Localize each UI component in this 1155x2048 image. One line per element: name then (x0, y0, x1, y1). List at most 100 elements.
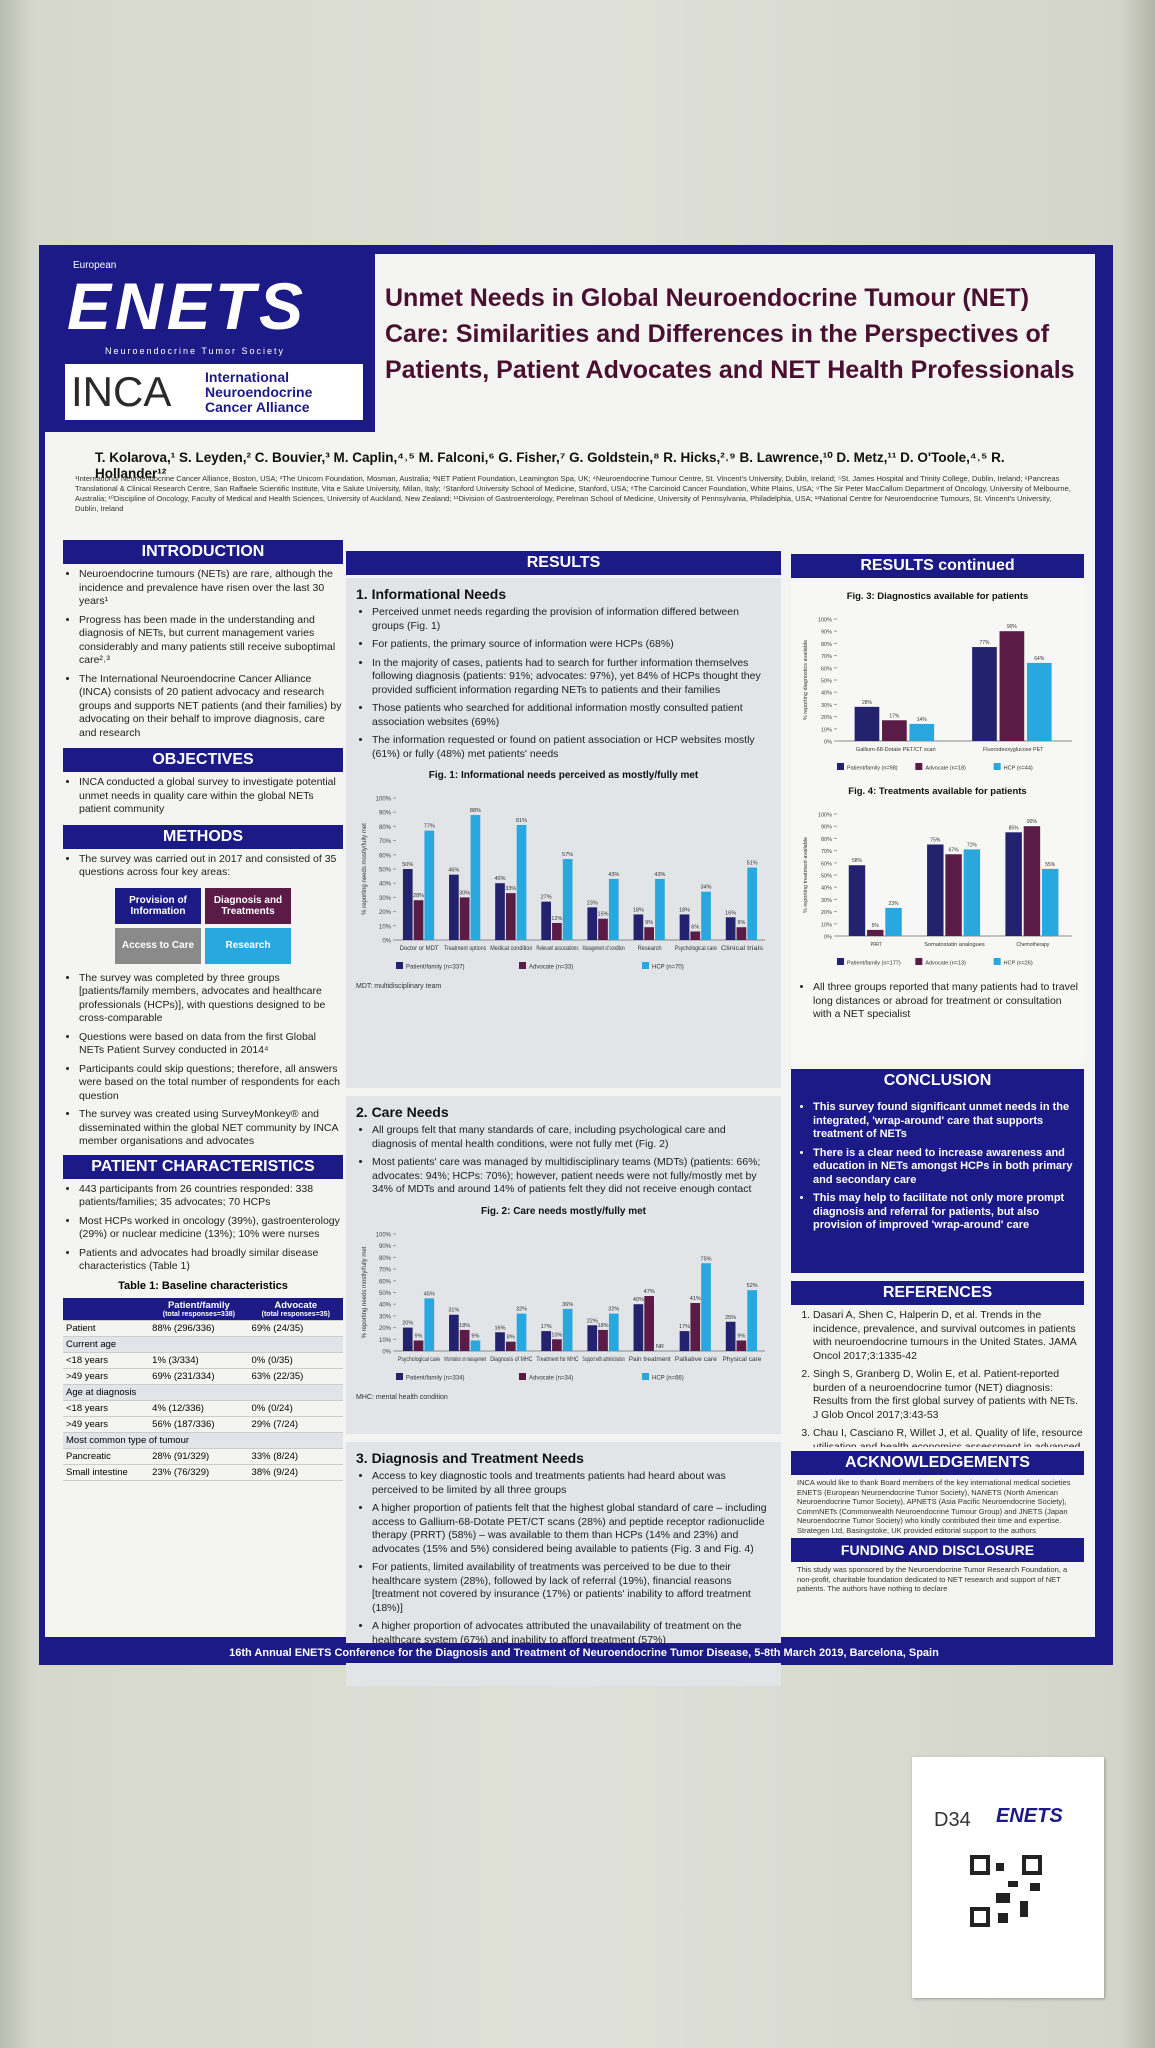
areas: Provision of InformationDiagnosis and Tr… (63, 886, 343, 966)
bullet: Most patients' care was managed by multi… (372, 1156, 771, 1197)
value-label: 9% (471, 1333, 479, 1339)
value-label: 31% (448, 1307, 459, 1313)
table-section-cell: Current age (63, 1336, 343, 1353)
legend-swatch (642, 1372, 649, 1380)
bullet: This may help to facilitate not only mor… (813, 1192, 1078, 1233)
x-tick-label: PRRT (871, 942, 882, 948)
bullet: This survey found significant unmet need… (813, 1101, 1078, 1142)
value-label: 12% (551, 916, 562, 922)
bar (655, 878, 665, 940)
bar (541, 1330, 551, 1351)
bar (413, 900, 424, 940)
value-label: 23% (889, 901, 900, 907)
section-heading: FUNDING AND DISCLOSURE (791, 1538, 1084, 1562)
y-tick-label: 30% (379, 1314, 392, 1320)
area-box: Access to Care (115, 927, 201, 964)
y-tick-label: 0% (824, 935, 832, 941)
bullet: The International Neuroendocrine Cancer … (79, 673, 343, 741)
table-cell: 69% (24/35) (248, 1320, 343, 1337)
bullet-list: INCA conducted a global survey to invest… (63, 776, 343, 817)
bullet-list: Access to key diagnostic tools and treat… (356, 1470, 771, 1647)
y-tick-label: 100% (818, 813, 832, 819)
bar (736, 927, 747, 940)
value-label: 17% (679, 1324, 690, 1330)
legend-swatch (915, 763, 923, 770)
bullet: All groups felt that many standards of c… (372, 1124, 771, 1151)
section-heading: RESULTS continued (791, 554, 1084, 578)
bar (854, 706, 880, 741)
note: MHC: mental health condition (356, 1393, 448, 1401)
bar (552, 922, 562, 940)
value-label: 9% (737, 1333, 745, 1339)
footer: 16th Annual ENETS Conference for the Dia… (88, 1643, 1080, 1663)
table-cell: 4% (12/336) (149, 1400, 249, 1417)
y-tick-label: 30% (821, 898, 832, 904)
bar (848, 865, 866, 936)
y-tick-label: 10% (821, 727, 832, 733)
bar (972, 647, 997, 741)
value-label: 6% (691, 924, 699, 930)
section-heading: CONCLUSION (791, 1069, 1084, 1093)
y-tick-label: 60% (379, 853, 392, 859)
value-label: 45% (424, 1291, 435, 1297)
value-label: 14% (917, 717, 928, 723)
bullet: Singh S, Granberg D, Wolin E, et al. Pat… (813, 1368, 1084, 1422)
bar (449, 874, 459, 940)
table-cell: 56% (187/336) (149, 1416, 249, 1433)
x-tick-label: Relevant associations (536, 946, 578, 952)
section-heading: PATIENT CHARACTERISTICS (63, 1154, 343, 1179)
section-heading: INTRODUCTION (63, 540, 343, 564)
qr-code (968, 1853, 1044, 1929)
bullet-list: The survey was completed by three groups… (63, 972, 343, 1149)
y-tick-label: 70% (821, 849, 832, 855)
y-tick-label: 80% (821, 837, 832, 843)
affiliations: ¹International Neuroendocrine Cancer All… (75, 474, 1071, 513)
bullet-list: This survey found significant unmet need… (797, 1101, 1078, 1233)
bar (725, 1321, 736, 1351)
bar (999, 631, 1025, 741)
legend-label: Patient/family (n=334) (406, 1375, 465, 1381)
table-title: Table 1: Baseline characteristics (118, 1279, 288, 1292)
bar (562, 1308, 573, 1351)
bar (424, 1297, 435, 1351)
y-tick-label: 60% (379, 1279, 392, 1285)
y-tick-label: 20% (821, 910, 832, 916)
bar (505, 1341, 516, 1351)
left-column: INTRODUCTION Neuroendocrine tumours (NET… (63, 540, 343, 1481)
table-cell: 29% (7/24) (248, 1416, 343, 1433)
bar (885, 907, 902, 936)
legend-label: HCP (n=44) (1004, 766, 1033, 772)
value-label: 51% (747, 861, 758, 867)
table-row: >49 years 69% (231/334) 63% (22/35) (63, 1368, 343, 1385)
value-label: 16% (495, 1325, 506, 1331)
section-heading: ACKNOWLEDGEMENTS (791, 1451, 1084, 1475)
x-tick-label: Fluorodeoxyglucose PET (983, 747, 1044, 753)
bar (882, 720, 907, 741)
bullet: Chau I, Casciano R, Willet J, et al. Qua… (813, 1427, 1084, 1447)
legend-swatch (837, 958, 844, 965)
value-label: 50% (402, 862, 413, 868)
bar (633, 1303, 644, 1351)
inca-full: International Neuroendocrine Cancer Alli… (205, 369, 313, 415)
note: MDT: multidisciplinary team (356, 983, 442, 990)
bar (963, 849, 981, 936)
header-text: Advocate (274, 1299, 318, 1311)
bullet: Those patients who searched for addition… (372, 702, 771, 729)
section-heading: RESULTS (346, 551, 781, 575)
x-tick-label: Psychological care (675, 946, 718, 952)
table-cell: 28% (91/329) (149, 1448, 249, 1465)
table-row: Patient 88% (296/336) 69% (24/35) (63, 1320, 343, 1337)
table-cell: 0% (0/24) (248, 1400, 343, 1417)
y-tick-label: 60% (821, 666, 832, 672)
bullet: Progress has been made in the understand… (79, 614, 343, 668)
value-label: 15% (598, 912, 609, 918)
bullet: The information requested or found on pa… (372, 734, 771, 761)
funding: This study was sponsored by the Neuroend… (797, 1565, 1068, 1593)
title: Unmet Needs in Global Neuroendocrine Tum… (385, 284, 1075, 384)
value-label: 77% (979, 640, 990, 646)
table-row: Most common type of tumour (63, 1432, 343, 1449)
y-tick-label: 30% (821, 703, 832, 709)
table-header-cell (63, 1297, 150, 1321)
bullet: Patients and advocates had broadly simil… (79, 1247, 343, 1274)
bar (562, 859, 573, 940)
